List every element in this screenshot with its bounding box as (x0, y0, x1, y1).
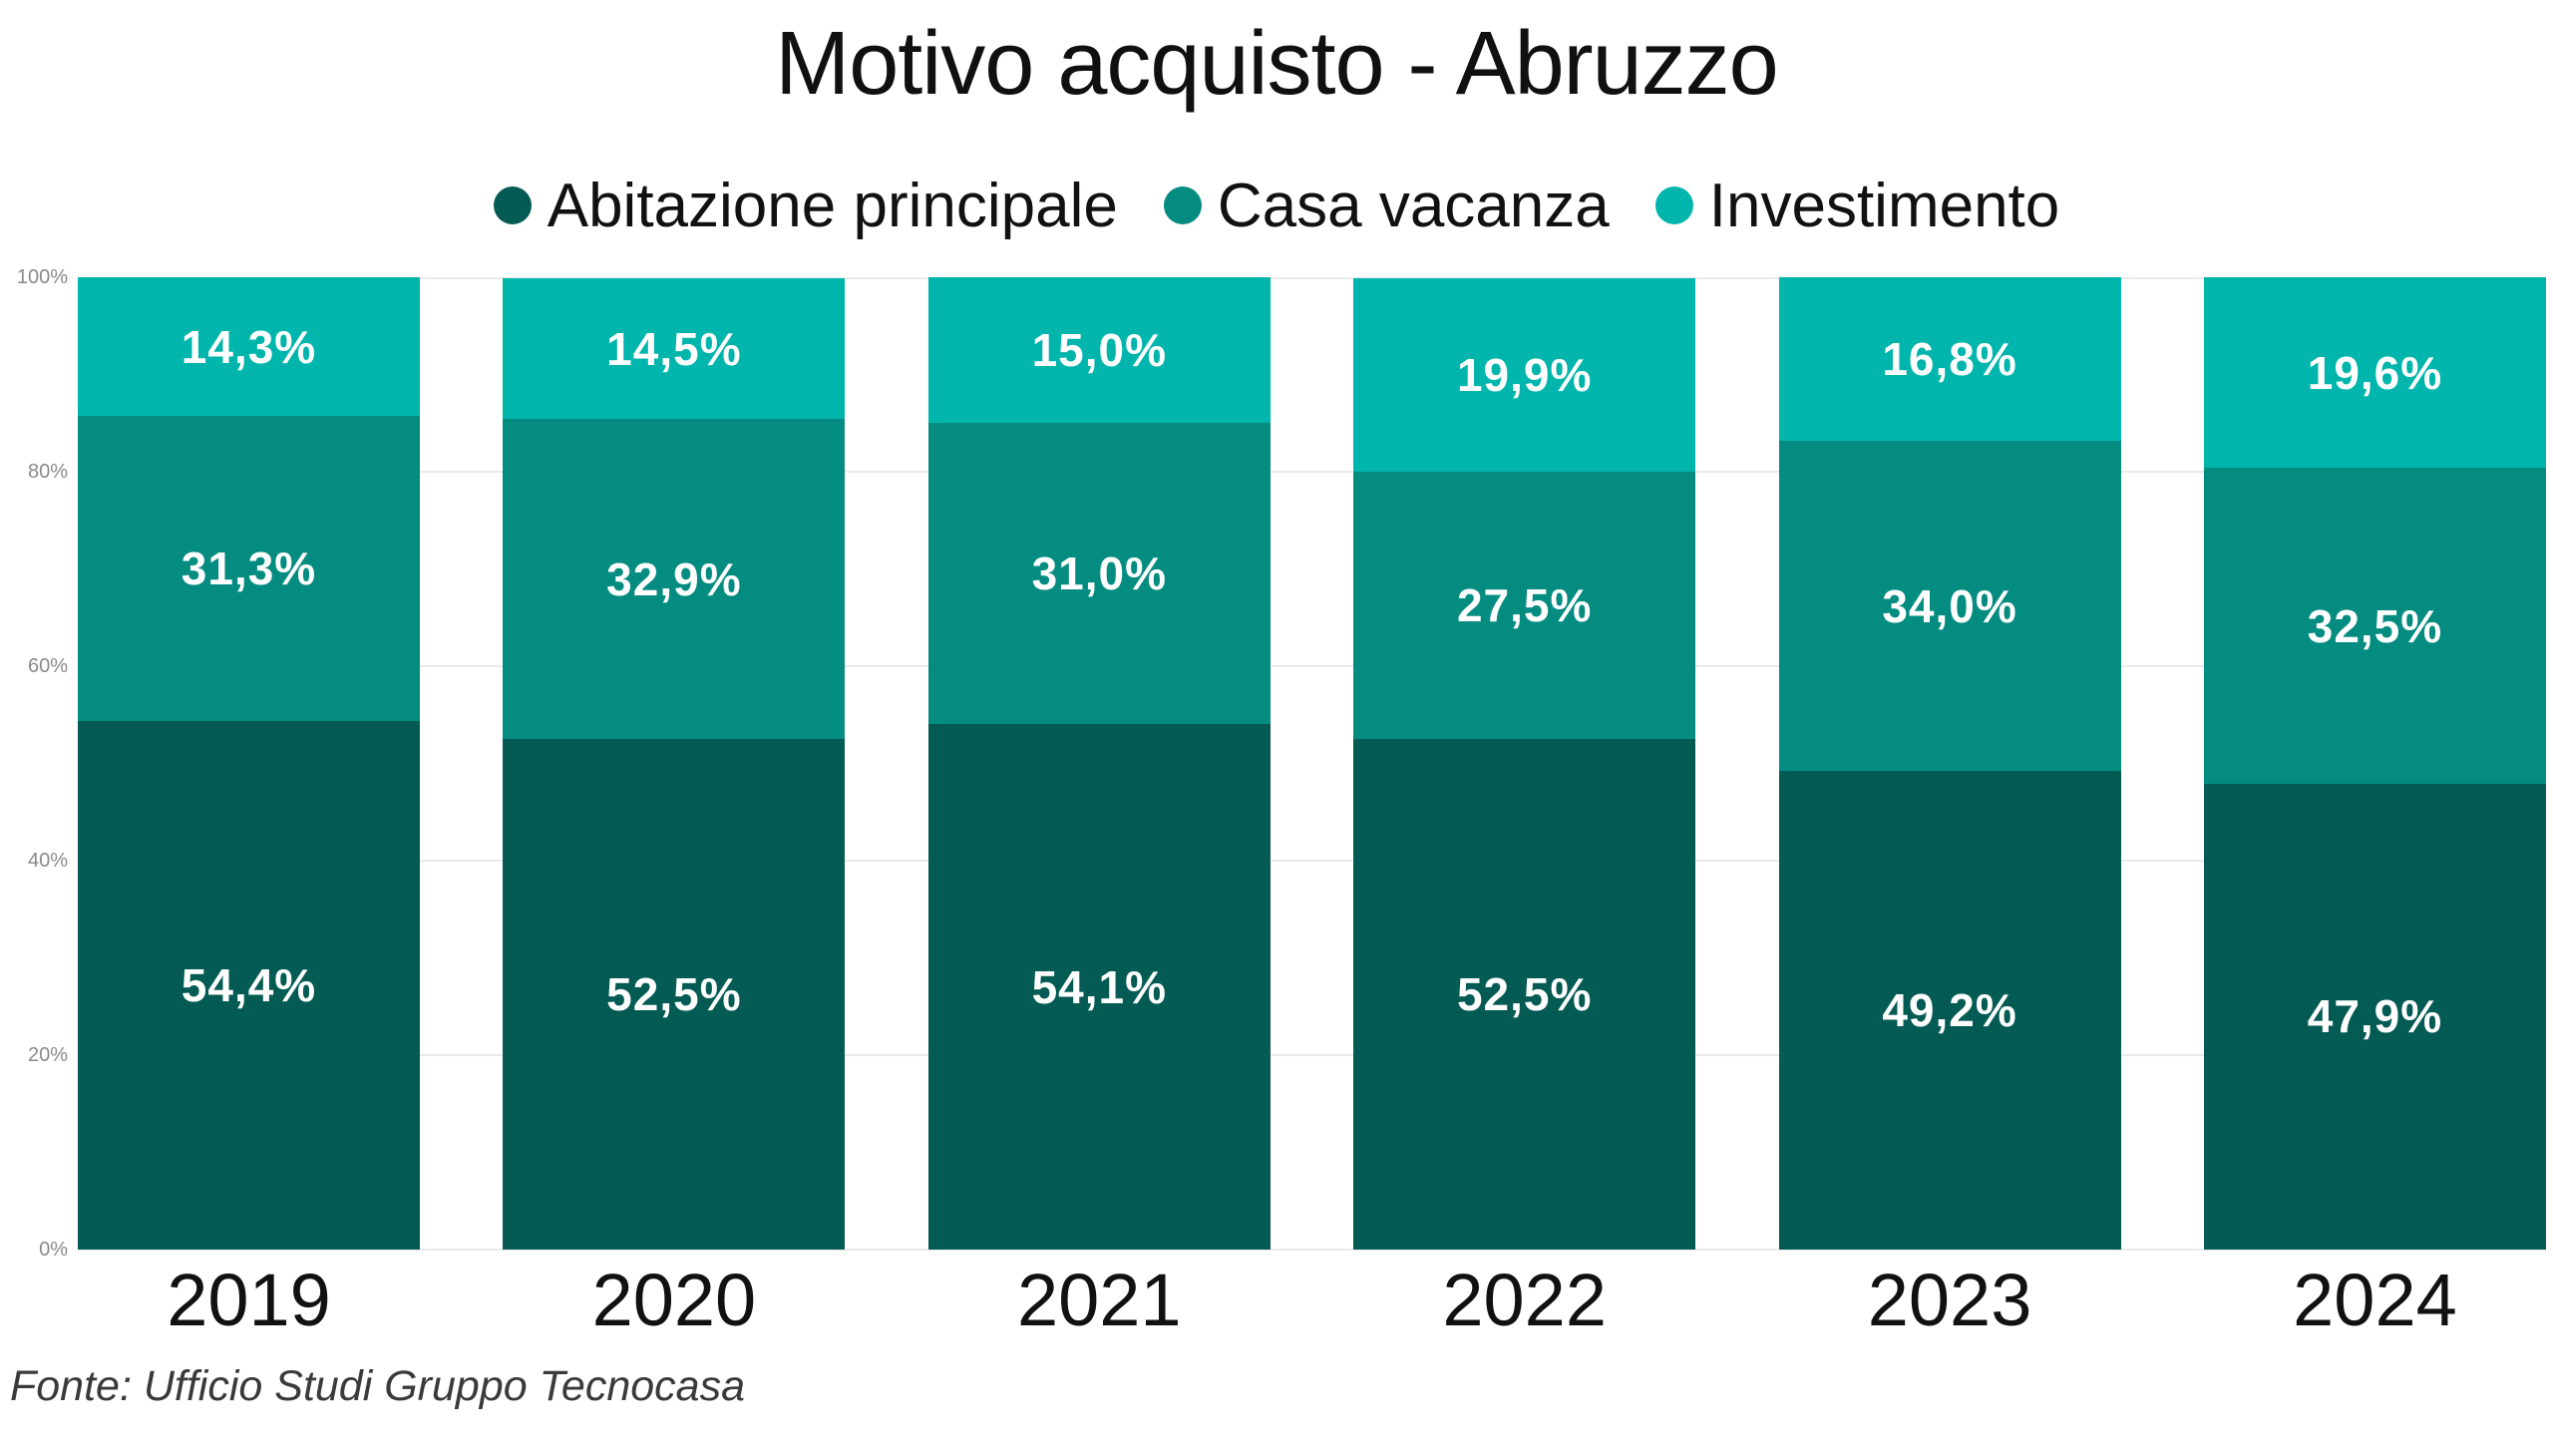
bar-2023: 49,2% 34,0% 16,8% (1778, 277, 2121, 1250)
bar-2023-segment-investimento[interactable]: 16,8% (1778, 277, 2121, 441)
bar-value-label: 54,4% (181, 958, 317, 1011)
bar-value-label: 52,5% (606, 968, 742, 1021)
bar-value-label: 15,0% (1031, 324, 1167, 377)
gridline (78, 471, 2546, 473)
bar-2021-segment-abitazione-principale[interactable]: 54,1% (927, 724, 1271, 1250)
bar-value-label: 31,0% (1031, 547, 1167, 600)
y-tick-label: 80% (27, 461, 68, 483)
bar-2023-segment-abitazione-principale[interactable]: 49,2% (1778, 771, 2121, 1250)
x-tick-label-2020: 2020 (591, 1259, 757, 1341)
x-tick-label-2023: 2023 (1867, 1259, 2032, 1341)
bar-2019: 54,4% 31,3% 14,3% (78, 277, 420, 1250)
bar-value-label: 54,1% (1031, 960, 1167, 1013)
y-tick-label: 20% (27, 1044, 68, 1066)
gridline (78, 277, 2546, 279)
bar-value-label: 52,5% (1456, 968, 1593, 1021)
legend-item-casa-vacanza[interactable]: Casa vacanza (1163, 171, 1610, 241)
x-tick-label-2024: 2024 (2293, 1259, 2457, 1341)
legend-dot-icon (1163, 186, 1202, 224)
bar-value-label: 16,8% (1882, 332, 2017, 385)
bar-2019-segment-abitazione-principale[interactable]: 54,4% (78, 720, 420, 1250)
bar-value-label: 49,2% (1882, 984, 2017, 1037)
legend-item-investimento[interactable]: Investimento (1654, 171, 2060, 241)
bar-2024-segment-casa-vacanza[interactable]: 32,5% (2203, 468, 2546, 784)
legend-item-label: Investimento (1708, 171, 2060, 240)
bars-row: 54,4% 31,3% 14,3% 52,5% 32,9% 14,5% 54,1% 31,0%… (78, 277, 2546, 1250)
y-tick-label: 60% (27, 655, 68, 677)
y-tick-label: 40% (27, 850, 68, 872)
bar-2022-segment-investimento[interactable]: 19,9% (1353, 277, 1696, 472)
bar-2021-segment-casa-vacanza[interactable]: 31,0% (927, 423, 1271, 725)
bar-value-label: 31,3% (181, 543, 317, 595)
bar-value-label: 19,6% (2307, 346, 2443, 399)
legend-item-label: Abitazione principale (547, 171, 1118, 240)
x-tick-label-2019: 2019 (167, 1259, 331, 1341)
bar-2022-segment-casa-vacanza[interactable]: 27,5% (1353, 472, 1696, 740)
bar-2024: 47,9% 32,5% 19,6% (2203, 277, 2546, 1250)
bar-2024-segment-abitazione-principale[interactable]: 47,9% (2203, 783, 2546, 1250)
legend-dot-icon (493, 186, 532, 224)
bar-2023-segment-casa-vacanza[interactable]: 34,0% (1778, 440, 2121, 772)
bar-value-label: 27,5% (1456, 579, 1593, 632)
bar-value-label: 19,9% (1456, 348, 1593, 401)
bar-value-label: 14,3% (181, 320, 317, 373)
legend-dot-icon (1654, 186, 1693, 224)
chart-title: Motivo acquisto - Abruzzo (775, 14, 1778, 114)
bar-2020-segment-abitazione-principale[interactable]: 52,5% (503, 739, 846, 1250)
gridline (78, 1054, 2546, 1056)
bar-value-label: 32,5% (2307, 599, 2443, 652)
y-tick-label: 0% (39, 1239, 68, 1261)
bar-2022: 52,5% 27,5% 19,9% (1353, 277, 1696, 1250)
bar-value-label: 32,9% (606, 552, 742, 605)
bar-2019-segment-casa-vacanza[interactable]: 31,3% (78, 416, 420, 721)
source-note: Fonte: Ufficio Studi Gruppo Tecnocasa (10, 1362, 745, 1410)
bar-value-label: 47,9% (2307, 990, 2443, 1043)
bar-2020-segment-casa-vacanza[interactable]: 32,9% (503, 419, 846, 740)
legend-item-abitazione-principale[interactable]: Abitazione principale (493, 171, 1118, 241)
legend-item-label: Casa vacanza (1217, 171, 1610, 240)
bar-2019-segment-investimento[interactable]: 14,3% (78, 277, 420, 417)
bar-2024-segment-investimento[interactable]: 19,6% (2203, 277, 2546, 469)
y-tick-label: 100% (16, 266, 68, 288)
x-tick-label-2021: 2021 (1016, 1259, 1182, 1341)
gridline (78, 1249, 2546, 1251)
gridline (78, 860, 2546, 862)
bar-value-label: 34,0% (1882, 579, 2017, 632)
x-axis: 2019 2020 2021 2022 2023 2024 (78, 1259, 2546, 1342)
legend: Abitazione principale Casa vacanza Investi… (0, 158, 2553, 253)
bar-2021-segment-investimento[interactable]: 15,0% (927, 277, 1271, 424)
bar-2020-segment-investimento[interactable]: 14,5% (503, 277, 846, 420)
bar-value-label: 14,5% (606, 322, 742, 375)
x-tick-label-2022: 2022 (1442, 1259, 1607, 1341)
bar-2020: 52,5% 32,9% 14,5% (503, 277, 846, 1250)
bar-2022-segment-abitazione-principale[interactable]: 52,5% (1353, 739, 1696, 1250)
gridline (78, 665, 2546, 667)
bar-2021: 54,1% 31,0% 15,0% (927, 277, 1271, 1250)
plot-area: 54,4% 31,3% 14,3% 52,5% 32,9% 14,5% 54,1% 31,0%… (78, 277, 2546, 1251)
y-axis: 0% 20% 40% 60% 80% 100% (0, 266, 68, 1261)
